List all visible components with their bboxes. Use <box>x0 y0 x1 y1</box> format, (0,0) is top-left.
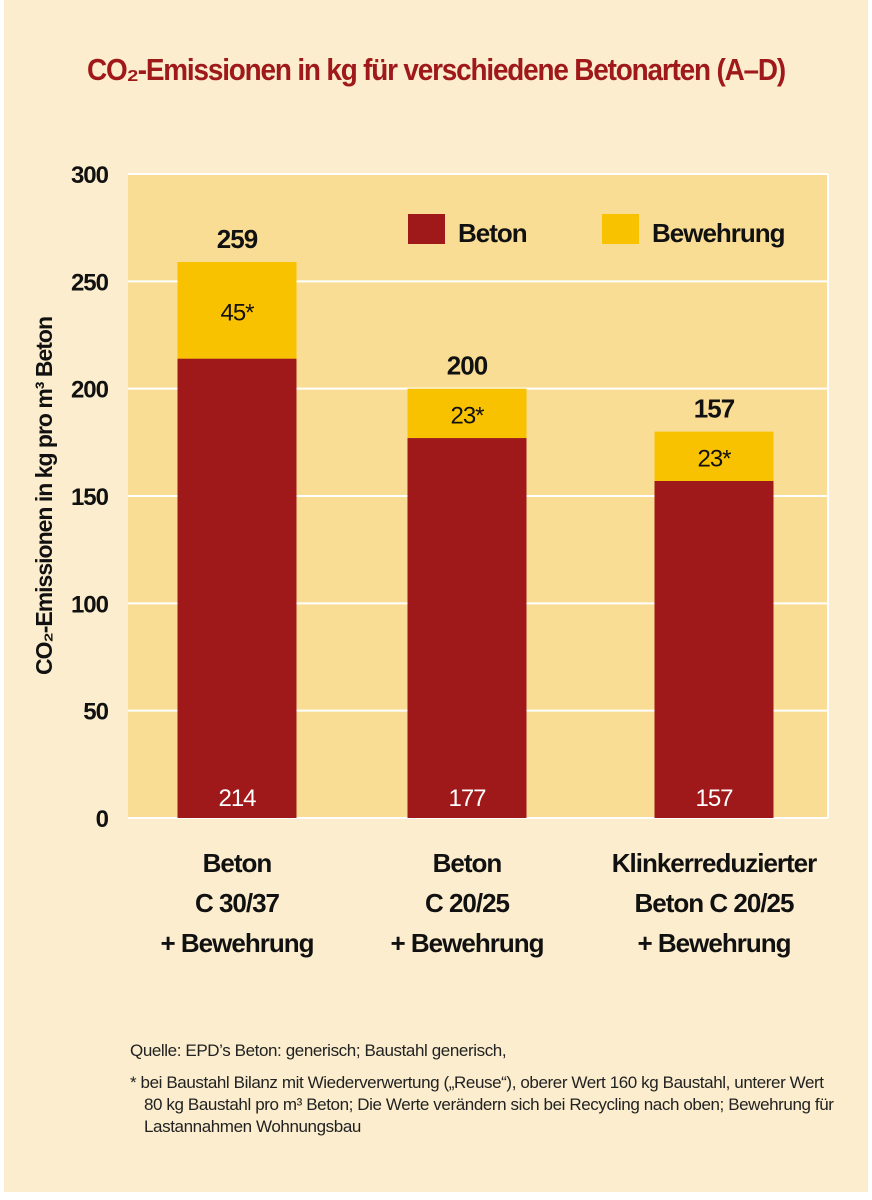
category-label: + Bewehrung <box>638 928 791 958</box>
category-label: Beton C 20/25 <box>635 888 794 918</box>
bar-bewehrung <box>177 262 297 359</box>
legend-label: Bewehrung <box>652 218 785 248</box>
data-label: 177 <box>448 785 486 812</box>
total-label: 200 <box>447 351 488 381</box>
category-label: C 30/37 <box>195 888 280 918</box>
category-label: Beton <box>433 848 502 878</box>
total-label: 157 <box>694 394 735 424</box>
notes: Quelle: EPD’s Beton: generisch; Baustahl… <box>130 1040 834 1148</box>
source-note: Quelle: EPD’s Beton: generisch; Baustahl… <box>130 1041 507 1060</box>
bar-bewehrung <box>407 388 527 439</box>
category-label: + Bewehrung <box>391 928 544 958</box>
bar-beton <box>177 358 297 818</box>
category-label: Klinkerreduzierter <box>612 848 817 878</box>
y-tick-label: 150 <box>71 484 109 511</box>
category-label: + Bewehrung <box>161 928 314 958</box>
y-tick-label: 50 <box>83 699 108 726</box>
total-label: 259 <box>217 224 258 254</box>
legend-label: Beton <box>458 218 527 248</box>
y-tick-label: 300 <box>71 162 109 189</box>
y-tick-label: 250 <box>71 269 109 296</box>
legend-swatch <box>602 214 639 244</box>
bar-bewehrung <box>654 431 774 481</box>
data-label: 23* <box>450 402 484 429</box>
data-label: 23* <box>697 445 731 472</box>
category-label: Beton <box>203 848 272 878</box>
category-label: C 20/25 <box>425 888 510 918</box>
chart-title: CO₂-Emissionen in kg für verschiedene Be… <box>86 52 786 87</box>
y-axis-label: CO₂-Emissionen in kg pro m³ Beton <box>31 317 57 675</box>
data-label: 45* <box>220 299 254 326</box>
legend-swatch <box>408 214 445 244</box>
bar-beton <box>654 480 774 818</box>
y-tick-label: 200 <box>71 377 109 404</box>
y-tick-label: 100 <box>71 591 109 618</box>
footnote: * bei Baustahl Bilanz mit Wiederverwertu… <box>130 1073 834 1136</box>
data-label: 157 <box>695 785 733 812</box>
y-tick-label: 0 <box>96 806 109 833</box>
bar-beton <box>407 438 527 818</box>
bar-chart: 0 50 100 150 200 250 300 CO₂-Emissionen in kg p… <box>31 162 829 958</box>
data-label: 214 <box>218 785 256 812</box>
